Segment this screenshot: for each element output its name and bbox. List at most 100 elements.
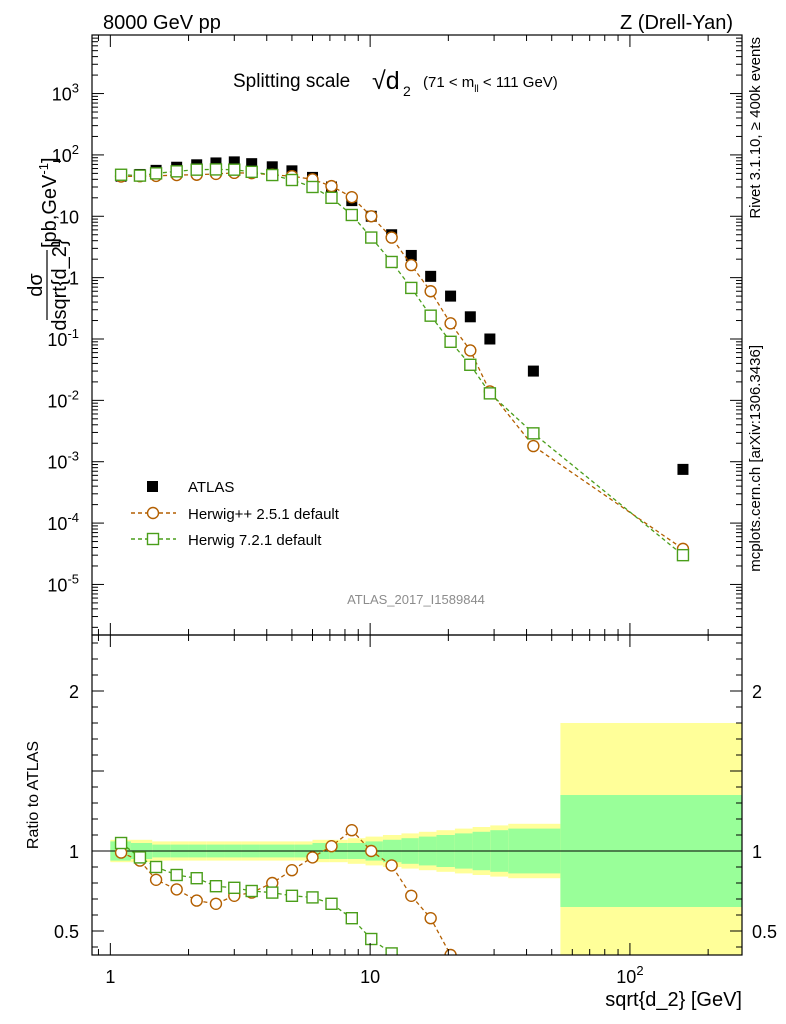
ratio-tick-label-left: 1 [69,842,79,862]
data-point-herwig-7-2-1-default [209,163,223,176]
rivet-version-label: Rivet 3.1.10, ≥ 400k events [747,37,764,219]
ratio-tick-label-right: 0.5 [752,922,777,942]
legend-label-herwigpp: Herwig++ 2.5.1 default [188,506,340,523]
y-tick-label-exponent: 2 [72,142,79,157]
plot-title-text: Splitting scale [233,71,350,92]
ratio-point-herwig-2-5-1-default [424,912,437,925]
ratio-point-herwig-7-2-1-default [465,980,476,991]
series-line-herwig-7-2-1-default [121,168,684,556]
y-tick-label: 10-5 [47,571,79,595]
ratio-point-herwig-2-5-1-default [365,844,378,858]
ratio-point-herwig-7-2-1-default [266,886,279,899]
x-tick-label: 10 [360,967,380,987]
ratio-point-herwig-7-2-1-default [365,932,378,946]
y-tick-label-base: 10 [47,391,67,411]
data-point-herwig-7-2-1-default [676,548,690,562]
data-point-herwig-2-5-1-default [345,190,358,204]
legend-marker-atlas [147,481,158,492]
legend-marker-herwigpp [146,506,160,520]
data-point-herwig-7-2-1-default [424,309,437,322]
data-point-atlas [405,249,417,261]
data-point-atlas [246,158,258,170]
y-tick-label: 10 [59,207,79,227]
data-point-herwig-7-2-1-default [405,281,418,295]
plot-title: Splitting scale [233,71,350,92]
data-point-herwig-7-2-1-default [345,208,358,222]
ratio-tick-label-left-base: 2 [69,682,79,702]
y-tick-label-exponent: -4 [67,510,79,525]
data-point-herwig-7-2-1-default [325,191,338,205]
y-tick-label-base: 10 [47,330,67,350]
x-tick-label-base: 1 [105,967,115,987]
data-point-herwig-7-2-1-default [444,335,457,349]
y-tick-label-exponent: -5 [67,571,79,586]
ratio-point-herwig-2-5-1-default [444,948,457,955]
ratio-point-herwig-2-5-1-default [484,983,495,994]
y-tick-label-exponent: 3 [72,81,79,96]
ratio-panel-series [114,824,495,994]
data-point-herwig-7-2-1-default [483,387,497,400]
ratio-point-herwig-7-2-1-default [345,912,358,925]
y-tick-label-base: 10 [47,453,67,473]
data-point-herwig-7-2-1-default [285,173,299,187]
y-tick-label-base: 10 [59,207,79,227]
data-point-herwig-7-2-1-default [114,168,128,181]
ratio-point-herwig-2-5-1-default [209,897,223,910]
data-point-herwig-7-2-1-default [149,167,163,180]
y-tick-label: 10-4 [47,510,79,534]
ratio-tick-label-right: 2 [752,682,762,702]
ratio-point-herwig-7-2-1-default [133,851,147,864]
data-point-atlas [210,157,222,169]
ratio-point-herwig-2-5-1-default [285,864,299,877]
data-point-atlas [464,311,476,323]
x-axis-label: sqrt{d_2} [GeV] [605,989,742,1011]
ratio-point-herwig-7-2-1-default [114,836,128,850]
y-label-numerator: dσ [25,273,47,297]
ratio-point-herwig-2-5-1-default [385,859,398,872]
y-tick-label: 10-2 [47,387,79,411]
data-point-herwig-2-5-1-default [464,344,477,357]
main-panel-series [114,156,690,562]
ratio-point-herwig-7-2-1-default [228,881,241,894]
analysis-id: ATLAS_2017_I1589844 [347,592,485,607]
data-point-herwig-2-5-1-default [424,285,437,298]
ratio-plot-frame [91,634,743,956]
data-point-herwig-7-2-1-default [385,255,398,269]
ratio-y-axis-label: Ratio to ATLAS [25,741,42,849]
data-point-herwig-7-2-1-default [527,427,540,440]
sqrt-subscript: 2 [403,83,411,99]
ratio-point-herwig-7-2-1-default [385,947,398,955]
ratio-point-herwig-2-5-1-default [405,889,418,902]
data-point-atlas [266,161,278,173]
data-point-herwig-7-2-1-default [306,180,319,194]
ratio-line-herwig-2-5-1-default [120,829,452,955]
legend-marker-herwig7 [146,532,160,546]
mass-cut-sub: ll [474,84,478,95]
ratio-point-herwig-2-5-1-default [345,824,358,837]
ratio-tick-label-left-base: 0.5 [54,922,79,942]
series-line-herwig-2-5-1-default [121,172,684,550]
legend: ATLAS Herwig++ 2.5.1 default Herwig 7.2.… [131,479,340,549]
header-energy: 8000 GeV pp [103,12,221,34]
ratio-point-herwig-2-5-1-default [465,961,476,972]
y-tick-label: 102 [52,142,79,166]
data-point-herwig-2-5-1-default [527,439,540,453]
x-tick-label-base: 10 [360,967,380,987]
y-tick-label-exponent: -2 [67,387,79,402]
ratio-point-herwig-7-2-1-default [245,884,258,898]
mass-cut-pre: (71 < m [423,74,474,91]
data-point-atlas [228,156,240,168]
legend-label-atlas: ATLAS [188,479,234,496]
y-tick-label: 1 [69,269,79,289]
data-point-atlas [677,463,689,475]
ratio-point-herwig-7-2-1-default [285,889,299,902]
data-point-atlas [484,333,496,345]
ratio-point-herwig-2-5-1-default [325,840,338,853]
x-tick-label: 102 [616,963,643,987]
y-label-unit: [pb,GeV-1] [36,157,61,248]
ratio-point-herwig-7-2-1-default [209,880,223,893]
y-tick-label-exponent: -1 [67,326,79,341]
data-point-atlas [445,290,457,302]
data-point-herwig-2-5-1-default [385,231,398,244]
